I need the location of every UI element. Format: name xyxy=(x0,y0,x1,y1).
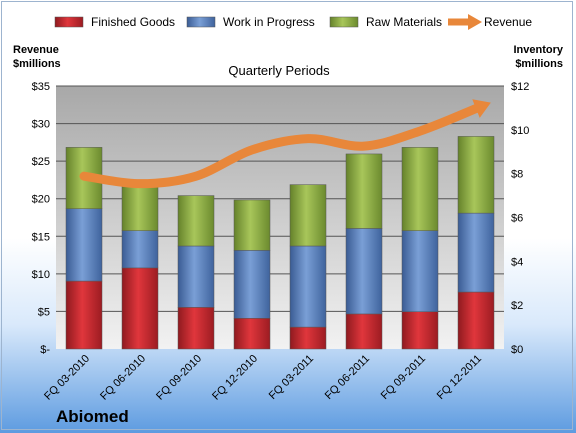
left-tick-label: $25 xyxy=(32,156,50,168)
left-tick-label: $20 xyxy=(32,194,50,206)
x-axis-ticks: FQ 03-2010 FQ 06-2010 FQ 09-2010 FQ 12-2010… xyxy=(42,353,484,403)
bar-finished-goods xyxy=(233,318,271,350)
left-tick-label: $35 xyxy=(32,81,50,93)
legend-label: Finished Goods xyxy=(91,15,175,29)
right-axis-ticks: $0 $2 $4 $6 $8 $10 $12 xyxy=(511,81,529,356)
bar-finished-goods xyxy=(457,291,495,350)
right-tick-label: $0 xyxy=(511,344,523,356)
bar-raw-materials xyxy=(289,184,327,247)
left-axis-ticks: $- $5 $10 $15 $20 $25 $30 $35 xyxy=(32,81,51,356)
right-tick-label: $12 xyxy=(511,81,529,93)
x-tick-label: FQ 06-2010 xyxy=(98,353,148,403)
bar-raw-materials xyxy=(401,147,439,231)
bar-work-in-progress xyxy=(65,208,103,282)
left-tick-label: $15 xyxy=(32,231,50,243)
bar-work-in-progress xyxy=(121,230,159,269)
legend-swatch xyxy=(54,16,84,28)
legend-label: Work in Progress xyxy=(223,15,315,29)
legend-label: Revenue xyxy=(484,15,532,29)
bar-raw-materials xyxy=(457,136,495,214)
bar-raw-materials xyxy=(177,195,215,247)
legend-swatch xyxy=(186,16,216,28)
left-tick-label: $5 xyxy=(38,306,50,318)
x-tick-label: FQ 09-2010 xyxy=(154,353,204,403)
x-tick-label: FQ 12-2011 xyxy=(435,353,484,402)
right-axis-title-line1: Inventory xyxy=(513,44,563,56)
legend: Finished Goods Work in Progress Raw Materi… xyxy=(54,14,532,30)
bar-finished-goods xyxy=(289,326,327,350)
right-tick-label: $4 xyxy=(511,256,523,268)
chart-title: Quarterly Periods xyxy=(228,63,330,78)
left-tick-label: $- xyxy=(40,344,50,356)
revenue-arrow-head xyxy=(472,99,491,118)
x-tick-label: FQ 03-2010 xyxy=(42,353,92,403)
right-axis-title-line2: $millions xyxy=(515,58,563,70)
legend-swatch xyxy=(329,16,359,28)
legend-arrow xyxy=(468,14,482,30)
bar-work-in-progress xyxy=(345,228,383,315)
bar-raw-materials xyxy=(121,186,159,231)
bar-work-in-progress xyxy=(289,245,327,328)
bar-stacks xyxy=(65,136,495,350)
left-axis-title-line2: $millions xyxy=(13,58,61,70)
right-tick-label: $8 xyxy=(511,169,523,181)
revenue-line-path xyxy=(79,104,481,189)
bar-work-in-progress xyxy=(177,245,215,308)
x-tick-label: FQ 12-2010 xyxy=(210,353,260,403)
x-tick-label: FQ 03-2011 xyxy=(267,353,316,402)
bar-work-in-progress xyxy=(233,250,271,319)
bar-work-in-progress xyxy=(401,230,439,312)
bar-work-in-progress xyxy=(457,212,495,293)
company-name: Abiomed xyxy=(56,407,129,426)
right-tick-label: $6 xyxy=(511,213,523,225)
x-tick-label: FQ 06-2011 xyxy=(323,353,372,402)
bar-raw-materials xyxy=(345,153,383,229)
left-tick-label: $30 xyxy=(32,119,50,131)
left-tick-label: $10 xyxy=(32,269,50,281)
right-tick-label: $2 xyxy=(511,300,523,312)
right-tick-label: $10 xyxy=(511,125,529,137)
left-axis-title-line1: Revenue xyxy=(13,44,59,56)
bar-finished-goods xyxy=(121,267,159,350)
bar-finished-goods xyxy=(345,313,383,350)
bar-raw-materials xyxy=(233,199,271,251)
bar-finished-goods xyxy=(65,280,103,350)
bar-finished-goods xyxy=(401,311,439,350)
revenue-line xyxy=(79,99,491,189)
x-tick-label: FQ 09-2011 xyxy=(379,353,428,402)
legend-label: Raw Materials xyxy=(366,15,442,29)
bar-finished-goods xyxy=(177,307,215,350)
